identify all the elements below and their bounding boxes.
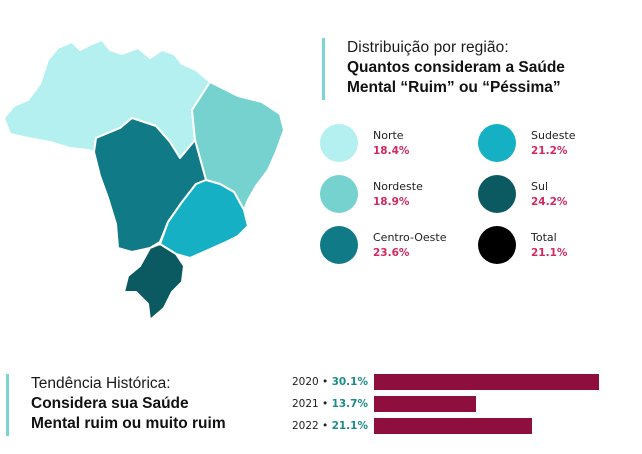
- legend-item-norte: Norte 18.4%: [320, 124, 409, 162]
- legend-swatch: [478, 124, 516, 162]
- legend-label: Sul: [531, 179, 549, 193]
- region-legend: Norte 18.4% Nordeste 18.9% Centro-Oeste …: [320, 124, 620, 274]
- trend-title-line2: Mental ruim ou muito ruim: [31, 415, 226, 432]
- trend-bar-chart: 2020 • 30.1% 2021 • 13.7% 2022 • 21.1%: [270, 372, 640, 438]
- legend-value: 21.1%: [531, 246, 568, 259]
- legend-swatch: [478, 175, 516, 213]
- map-title-line1: Quantos consideram a Saúde: [347, 59, 565, 76]
- map-title-block: Distribuição por região: Quantos conside…: [322, 38, 565, 100]
- map-subtitle: Distribuição por região:: [347, 39, 509, 56]
- legend-value: 21.2%: [531, 144, 568, 157]
- bar-label-2020: 2020 • 30.1%: [270, 374, 368, 390]
- map-region-sudeste: [159, 179, 249, 259]
- bar-label-2022: 2022 • 21.1%: [270, 418, 368, 434]
- bar-2020: [374, 374, 599, 390]
- bar-value-label: 30.1%: [331, 376, 368, 388]
- legend-swatch: [478, 226, 516, 264]
- trend-title-block: Tendência Histórica: Considera sua Saúde…: [6, 374, 226, 436]
- bar-label-2021: 2021 • 13.7%: [270, 396, 368, 412]
- bar-2022: [374, 418, 532, 434]
- legend-value: 18.4%: [373, 144, 410, 157]
- trend-subtitle: Tendência Histórica:: [31, 375, 171, 392]
- bar-year: 2020 •: [291, 376, 332, 388]
- legend-label: Centro-Oeste: [373, 230, 447, 244]
- legend-value: 24.2%: [531, 195, 568, 208]
- bar-value-label: 13.7%: [331, 398, 368, 410]
- map-title-line2: Mental “Ruim” ou “Péssima”: [347, 79, 561, 96]
- legend-swatch: [320, 124, 358, 162]
- bar-value-label: 21.1%: [331, 420, 368, 432]
- bar-2021: [374, 396, 476, 412]
- legend-label: Norte: [373, 128, 404, 142]
- bar-year: 2022 •: [291, 420, 332, 432]
- legend-label: Sudeste: [531, 128, 576, 142]
- bar-year: 2021 •: [291, 398, 332, 410]
- legend-item-sudeste: Sudeste 21.2%: [478, 124, 576, 162]
- legend-value: 18.9%: [373, 195, 410, 208]
- legend-item-total: Total 21.1%: [478, 226, 567, 264]
- legend-swatch: [320, 175, 358, 213]
- legend-item-nordeste: Nordeste 18.9%: [320, 175, 423, 213]
- map-region-sul: [123, 243, 185, 321]
- legend-value: 23.6%: [373, 246, 410, 259]
- legend-item-sul: Sul 24.2%: [478, 175, 567, 213]
- brazil-map: [3, 39, 285, 321]
- trend-title-line1: Considera sua Saúde: [31, 395, 189, 412]
- legend-label: Total: [531, 230, 557, 244]
- legend-item-centro-oeste: Centro-Oeste 23.6%: [320, 226, 446, 264]
- legend-label: Nordeste: [373, 179, 423, 193]
- legend-swatch: [320, 226, 358, 264]
